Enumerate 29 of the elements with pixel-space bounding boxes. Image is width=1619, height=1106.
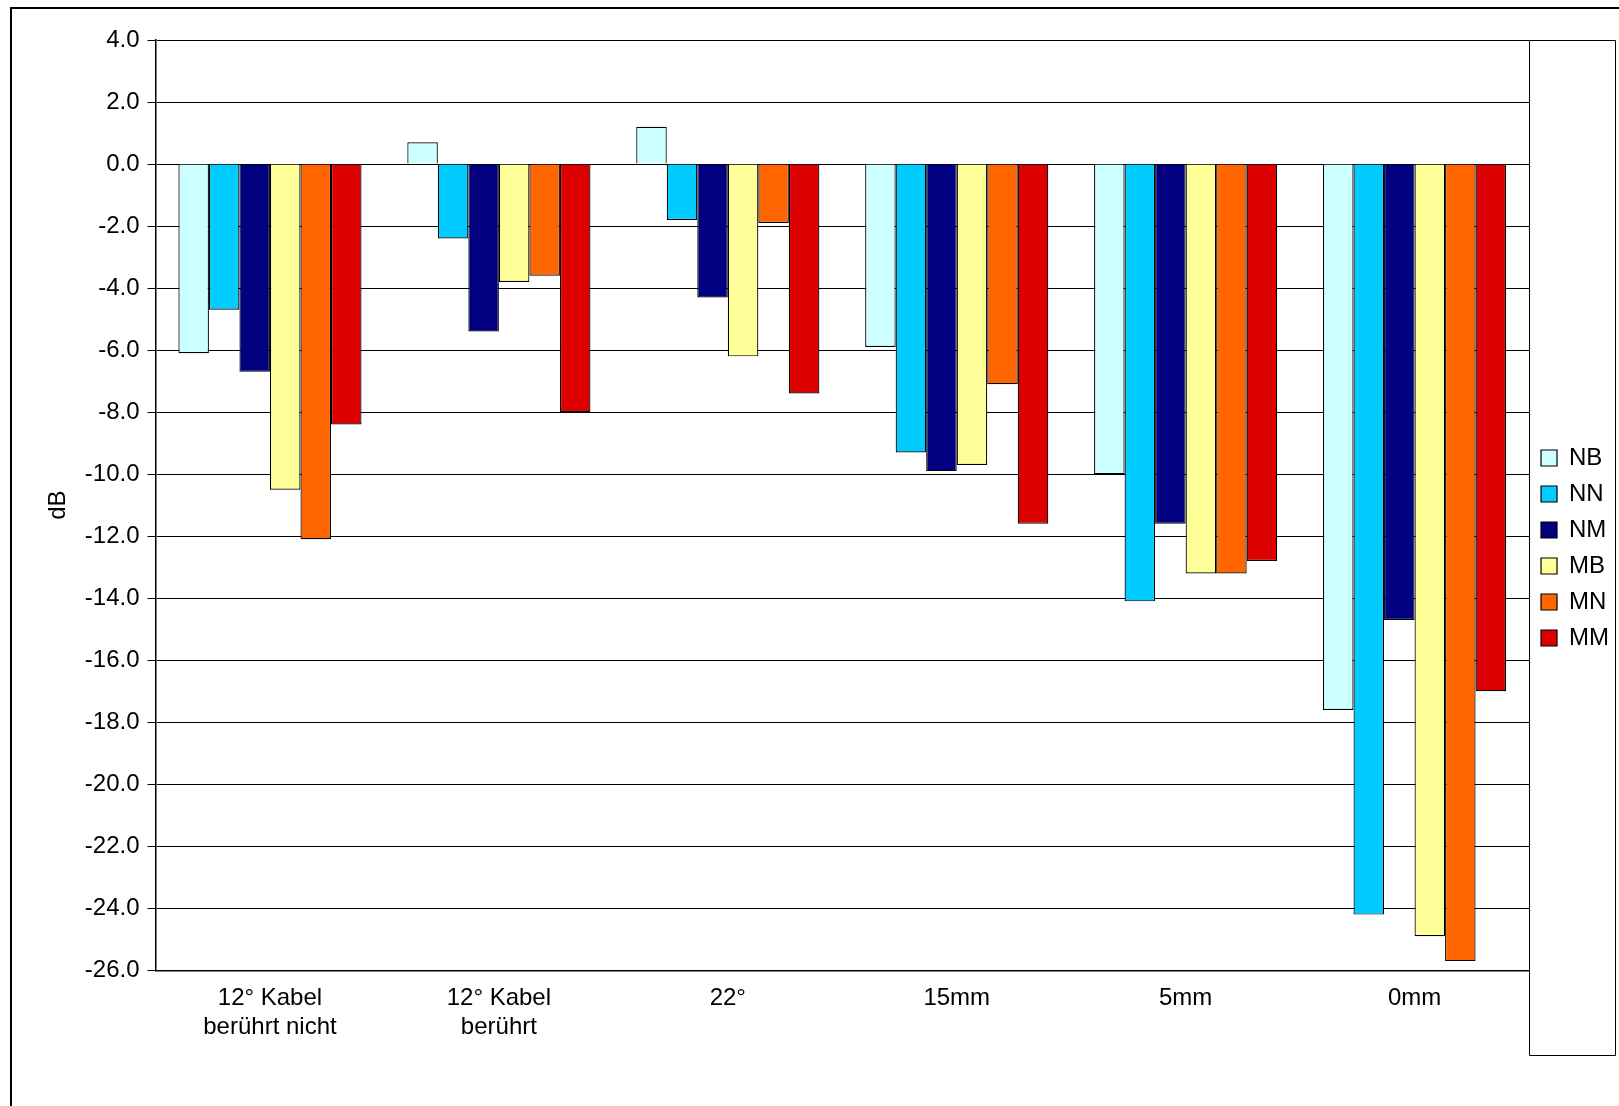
x-tick-label: 15mm (923, 983, 991, 1011)
y-axis-title: dB (43, 490, 71, 520)
legend-label: MB (1569, 550, 1606, 578)
y-tick-label: -24.0 (84, 893, 140, 920)
y-tick-label: -14.0 (84, 582, 140, 610)
y-tick-label: -2.0 (98, 210, 140, 238)
y-tick-label: 2.0 (106, 86, 140, 114)
y-tick-label: -8.0 (98, 396, 140, 424)
legend-label: MN (1569, 586, 1607, 614)
x-tick-label: 12° Kabel berührt (446, 983, 552, 1040)
legend-label: NB (1569, 442, 1603, 470)
y-tick-label: -12.0 (84, 520, 140, 548)
legend-label: NN (1569, 478, 1604, 506)
y-tick-label: -10.0 (84, 458, 140, 486)
y-tick-label: 0.0 (106, 148, 140, 176)
y-tick-label: -20.0 (84, 768, 140, 796)
legend-label: NM (1569, 514, 1607, 542)
y-tick-label: -26.0 (84, 955, 140, 983)
y-tick-label: -6.0 (98, 334, 140, 362)
x-tick-label: 0mm (1387, 983, 1442, 1011)
y-tick-label: -18.0 (84, 706, 140, 734)
y-tick-label: 4.0 (106, 24, 140, 52)
y-tick-label: -4.0 (98, 272, 140, 300)
y-tick-label: -22.0 (84, 830, 140, 858)
y-tick-label: -16.0 (84, 644, 140, 672)
legend-label: MM (1569, 622, 1609, 650)
x-tick-label: 5mm (1158, 983, 1213, 1011)
x-tick-label: 22° (709, 983, 746, 1011)
x-tick-label: 12° Kabel berührt nicht (203, 983, 337, 1040)
